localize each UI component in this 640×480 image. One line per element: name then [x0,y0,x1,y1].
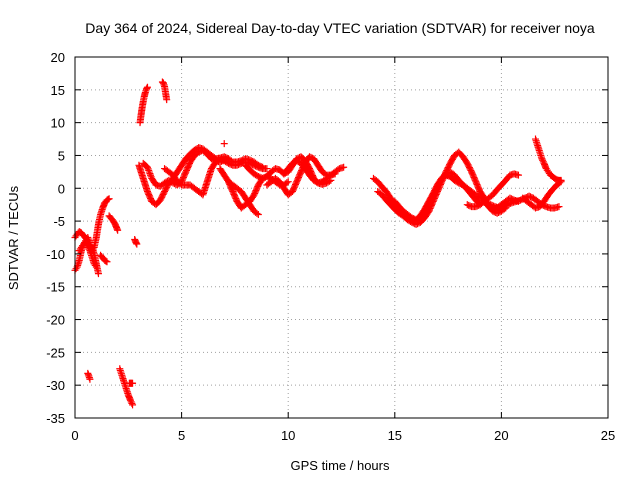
data-point [539,156,547,164]
data-point [331,170,339,178]
series-s20 [280,157,335,188]
series-s9 [125,379,137,387]
data-marks [71,78,565,409]
plot-frame [74,56,609,419]
chart-title: Day 364 of 2024, Sidereal Day-to-day VTE… [85,20,595,36]
data-point [146,170,154,178]
data-point [85,245,93,253]
data-point [284,178,292,186]
data-point [514,171,522,179]
x-axis-ticks: 0 5 10 15 20 25 [71,57,615,443]
y-tick-label: -30 [46,378,65,393]
y-tick-label: -15 [46,280,65,295]
data-point [163,96,171,104]
y-axis-ticks: 20 15 10 5 0 -5 -10 -15 -20 -25 -30 -35 [46,50,608,426]
series-s26 [532,135,565,184]
data-point [129,379,137,387]
series-s23 [391,171,484,224]
data-point [129,401,137,409]
y-tick-label: -25 [46,345,65,360]
data-point [254,211,262,219]
data-point [327,176,335,184]
x-axis-label: GPS time / hours [291,458,390,473]
data-point [92,263,100,271]
y-axis-label: SDTVAR / TECUs [6,185,21,290]
y-tick-label: -10 [46,247,65,262]
x-tick-label: 20 [494,428,508,443]
series-s16 [225,178,262,219]
data-point [283,179,291,187]
y-tick-label: -5 [53,214,65,229]
data-point [145,166,153,174]
data-point [72,265,80,273]
data-point [557,178,565,186]
series-s6 [131,235,141,248]
series-s17 [220,140,228,148]
data-point [104,195,112,203]
series-s5 [105,212,122,234]
data-point [263,165,271,173]
data-point [538,155,546,163]
y-tick-label: 0 [58,181,65,196]
y-tick-label: 15 [51,83,65,98]
data-point [340,163,348,171]
data-point [103,258,111,266]
series-s3 [75,238,100,271]
data-point [133,240,141,248]
data-point [555,203,563,211]
data-point [147,171,155,179]
grid [75,57,608,418]
x-tick-label: 10 [281,428,295,443]
data-point [94,270,102,278]
x-tick-label: 25 [601,428,615,443]
y-tick-label: 10 [51,116,65,131]
series-s14 [161,155,271,199]
data-point [143,83,151,91]
x-tick-label: 5 [178,428,185,443]
x-tick-label: 15 [388,428,402,443]
data-point [253,209,261,217]
series-s13 [139,146,233,190]
y-tick-label: 5 [58,148,65,163]
data-point [84,242,92,250]
data-point [91,261,99,269]
data-point [85,244,93,252]
x-tick-label: 0 [71,428,78,443]
series-s8 [116,365,137,409]
series-s7 [84,369,94,383]
series-s10 [136,83,151,127]
data-point [325,177,333,185]
data-point [220,140,228,148]
y-tick-label: -35 [46,411,65,426]
series-s11 [158,78,171,104]
data-point [86,375,94,383]
data-point [144,165,152,173]
series-s19 [263,153,339,199]
data-point [143,163,151,171]
y-tick-label: 20 [51,50,65,65]
data-point [127,398,135,406]
data-point [105,195,113,203]
data-point [126,396,134,404]
data-point [145,168,153,176]
data-point [556,179,564,187]
series-s4 [97,251,111,266]
data-point [102,257,110,265]
series-s27 [519,178,565,212]
data-point [128,399,136,407]
data-point [114,226,122,234]
y-tick-label: -20 [46,313,65,328]
series-s24 [463,170,522,211]
